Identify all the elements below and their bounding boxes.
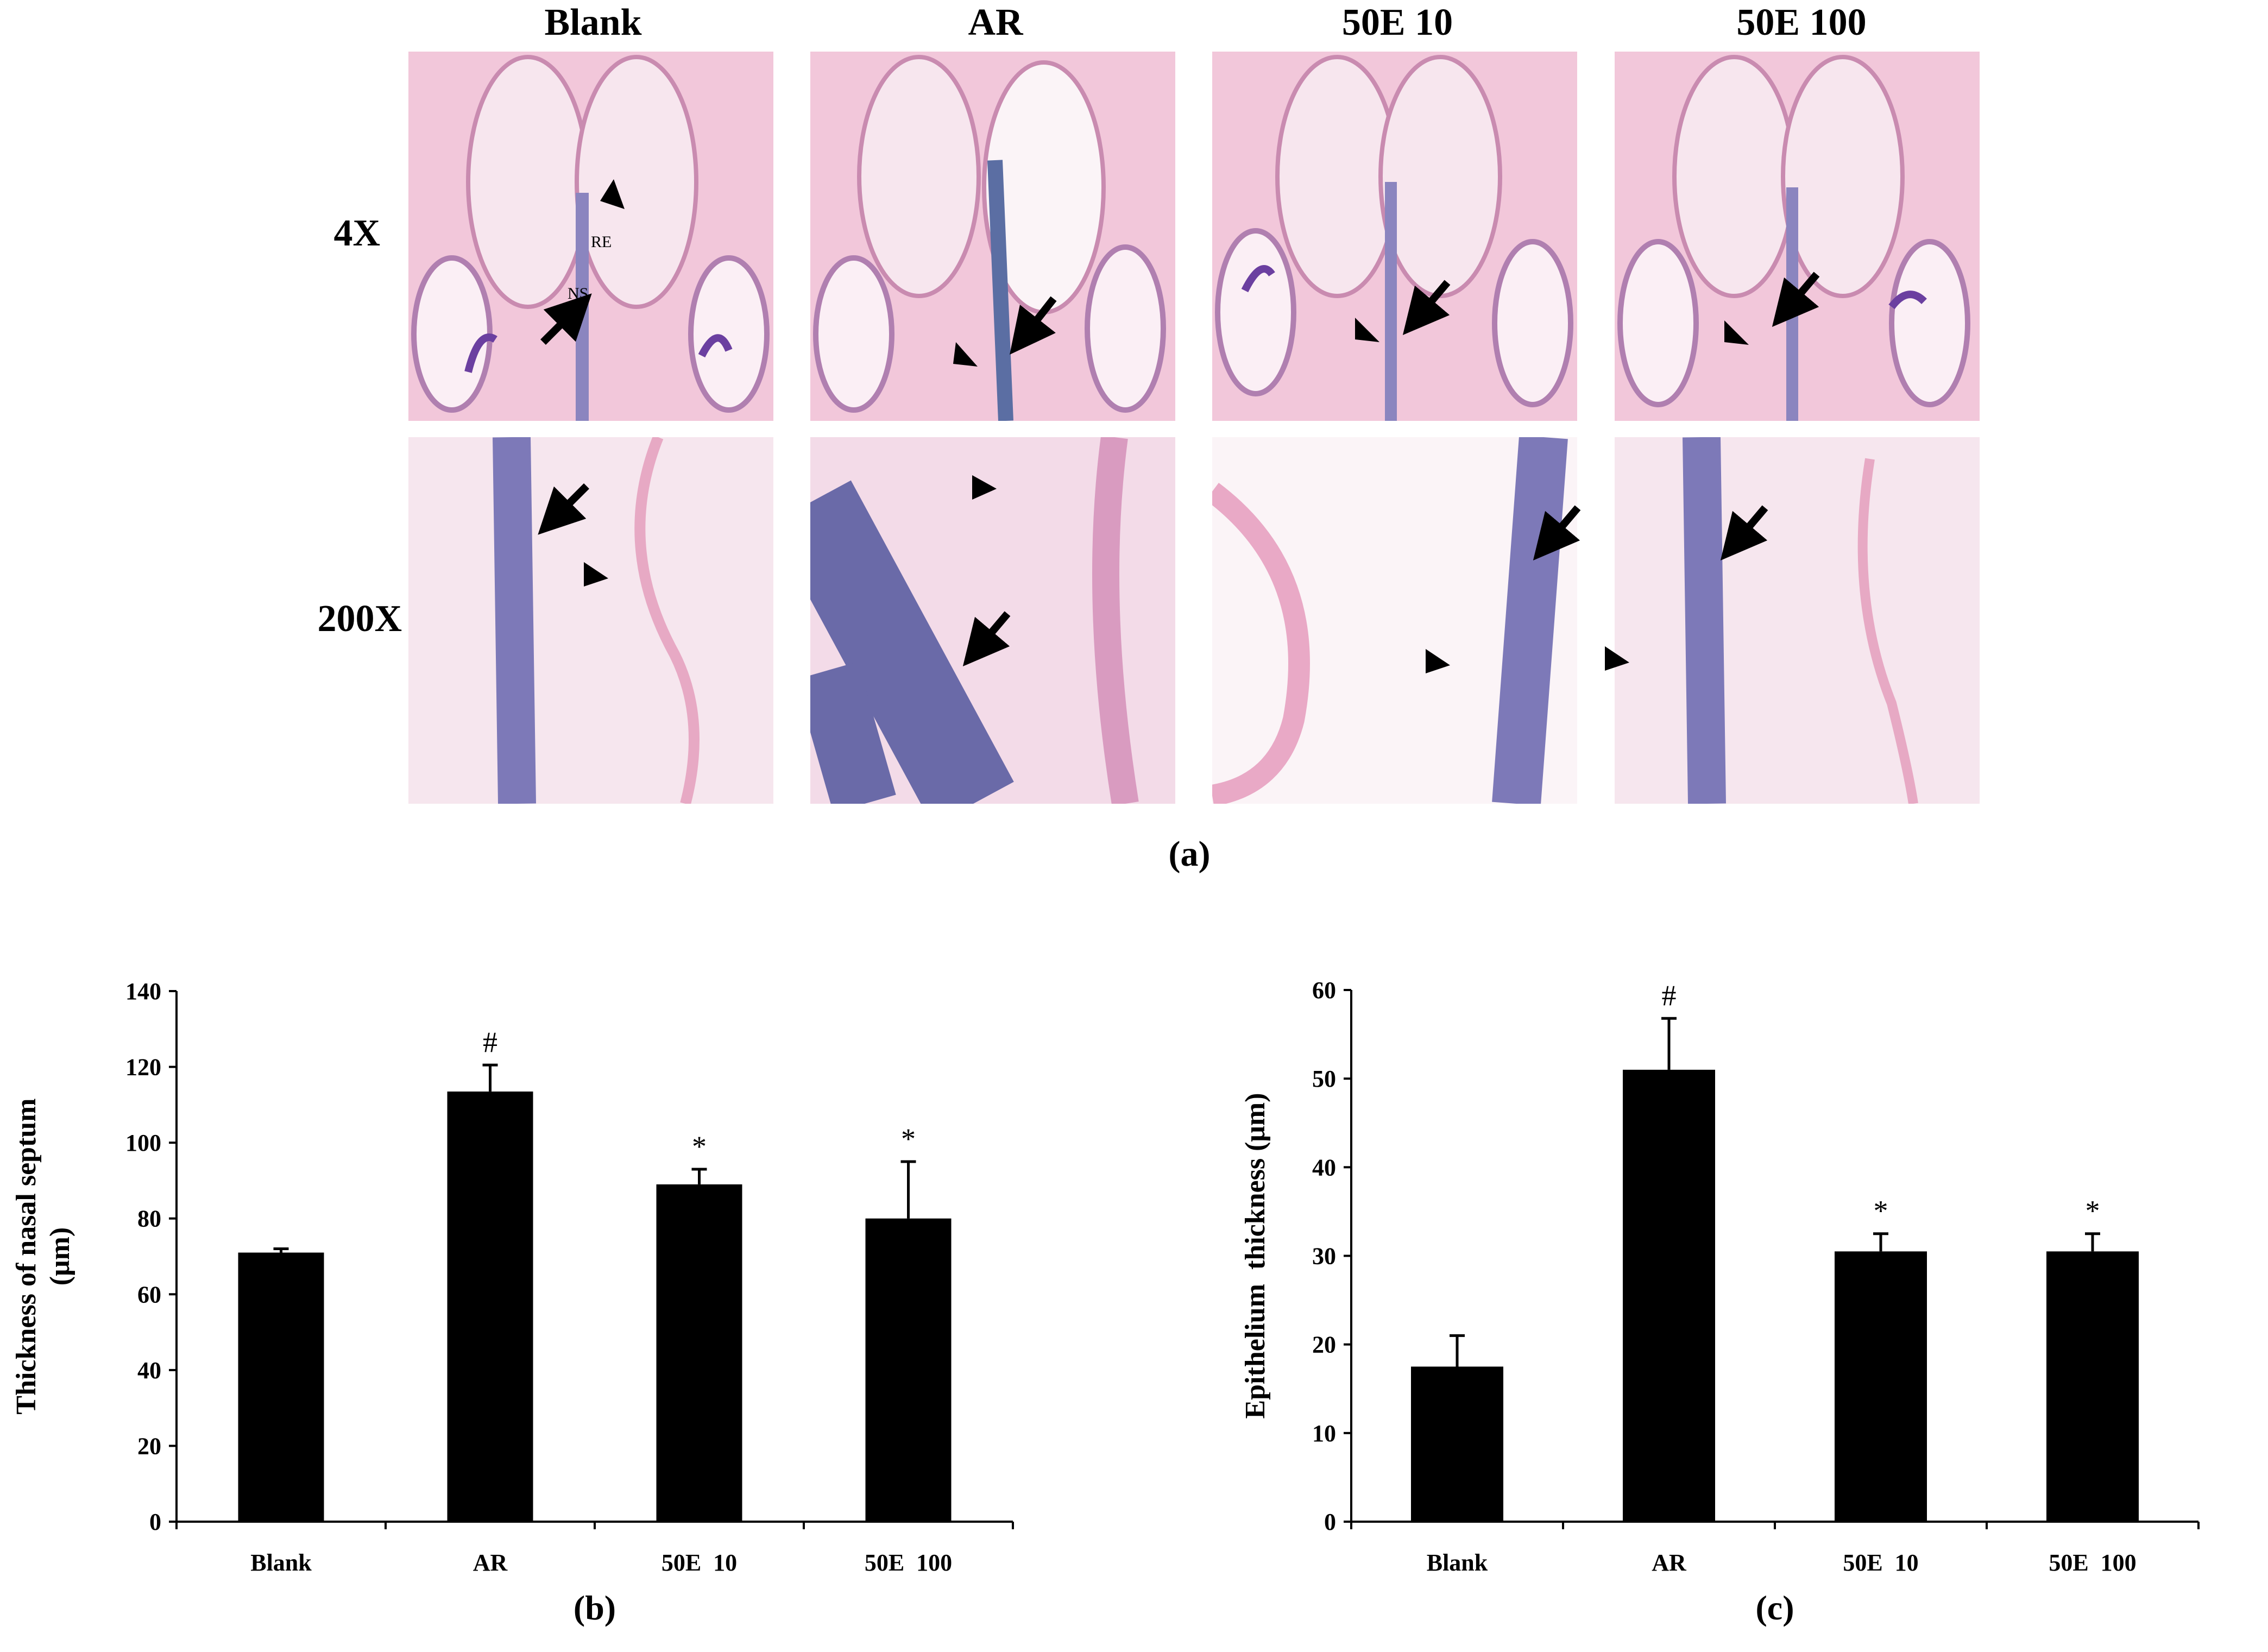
row-header-200x: 200X: [317, 598, 402, 640]
category-label: Blank: [1427, 1549, 1488, 1576]
bar: [1623, 1069, 1715, 1522]
category-label: 50E 10: [662, 1549, 737, 1576]
annotation-re: RE: [591, 233, 612, 251]
y-tick-label: 100: [125, 1130, 161, 1156]
category-label: Blank: [250, 1549, 312, 1576]
significance-mark: *: [1874, 1195, 1888, 1227]
micrograph-ar-4x: [810, 52, 1175, 421]
column-header-50e10: 50E 10: [1341, 2, 1453, 43]
y-tick-label: 10: [1312, 1420, 1336, 1447]
column-header-blank: Blank: [544, 2, 642, 43]
y-axis-label: Epithelium thickness (μm): [1240, 1093, 1271, 1418]
bar: [1411, 1366, 1503, 1522]
arrow-icon: [540, 293, 592, 345]
y-tick-label: 40: [1312, 1154, 1336, 1181]
y-tick-label: 80: [137, 1206, 161, 1232]
annotation-ns: NS: [568, 285, 588, 302]
category-label: 50E 10: [1843, 1549, 1918, 1576]
y-tick-label: 20: [137, 1433, 161, 1459]
y-axis-label: (μm): [45, 1227, 75, 1285]
micrograph-50e100-4x: [1615, 52, 1980, 421]
micrograph-50e10-4x: [1212, 52, 1577, 421]
significance-mark: *: [692, 1130, 707, 1163]
bar: [238, 1252, 324, 1522]
y-tick-label: 60: [1312, 977, 1336, 1004]
micrograph-blank-200x: [408, 437, 773, 804]
y-tick-label: 30: [1312, 1243, 1336, 1270]
y-tick-label: 0: [149, 1509, 161, 1535]
bar: [656, 1184, 742, 1522]
y-tick-label: 0: [1324, 1509, 1336, 1535]
y-tick-label: 120: [125, 1054, 161, 1081]
micrograph-50e100-200x: [1615, 437, 1980, 804]
y-tick-label: 40: [137, 1357, 161, 1384]
category-label: AR: [1652, 1549, 1687, 1576]
column-header-50e100: 50E 100: [1736, 2, 1867, 43]
chart-epithelium: 0 10 20 30 40 50 60 Blank # AR * 50E 10 * 50E 100 Epit…: [1240, 977, 2200, 1627]
arrowhead-icon: [600, 179, 625, 209]
chart-nasal-septum: 0 20 40 60 80 100 120 140 Blank # AR * 50E 10 * 50E 10…: [11, 978, 1014, 1627]
significance-mark: *: [901, 1123, 916, 1155]
micrograph-blank-4x: [408, 52, 773, 421]
bar: [865, 1218, 952, 1522]
row-header-4x: 4X: [333, 212, 380, 254]
significance-mark: *: [2086, 1195, 2100, 1227]
micrograph-50e10-200x: [1212, 437, 1577, 804]
y-axis-label: Thickness of nasal septum: [11, 1098, 42, 1414]
y-tick-label: 20: [1312, 1332, 1336, 1358]
bar: [447, 1091, 533, 1522]
significance-mark: #: [1662, 979, 1677, 1012]
bar: [2046, 1251, 2139, 1522]
panel-label: (c): [1755, 1588, 1794, 1627]
histology-markers: RE NS: [538, 179, 1820, 673]
category-label: AR: [473, 1549, 508, 1576]
category-label: 50E 100: [2049, 1549, 2136, 1576]
panel-label-a: (a): [1168, 834, 1211, 874]
column-header-ar: AR: [968, 2, 1023, 43]
panel-label: (b): [574, 1588, 616, 1627]
category-label: 50E 100: [865, 1549, 952, 1576]
y-tick-label: 50: [1312, 1065, 1336, 1092]
y-tick-label: 140: [125, 978, 161, 1005]
bar: [1835, 1251, 1927, 1522]
y-tick-label: 60: [137, 1281, 161, 1308]
significance-mark: #: [483, 1026, 497, 1058]
